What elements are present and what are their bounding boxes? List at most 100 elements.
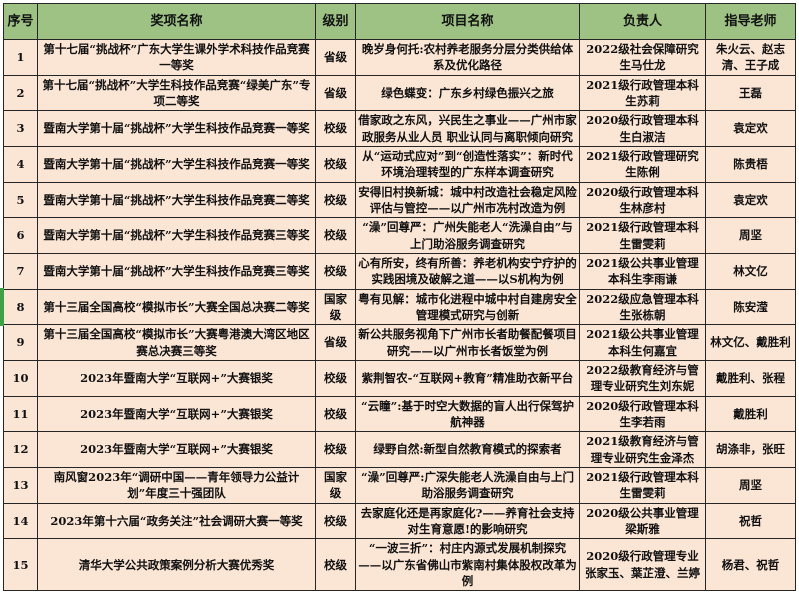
cell-leader[interactable]: 2020级公共事业管理梁斯雅 xyxy=(579,502,706,540)
cell-index[interactable]: 14 xyxy=(3,502,38,540)
col-header-advisor[interactable]: 指导老师 xyxy=(705,3,796,40)
cell-index[interactable]: 8 xyxy=(3,288,38,326)
cell-index[interactable]: 1 xyxy=(3,39,38,76)
cell-level[interactable]: 国家级 xyxy=(315,288,356,326)
cell-project[interactable]: “云瞳”:基于时空大数据的盲人出行保驾护航神器 xyxy=(355,395,580,433)
cell-leader[interactable]: 2020级行政管理本科生李若雨 xyxy=(579,395,706,433)
cell-level[interactable]: 校级 xyxy=(315,359,356,397)
cell-index[interactable]: 6 xyxy=(3,217,38,254)
cell-leader[interactable]: 2021级行政管理本科生苏莉 xyxy=(579,74,706,112)
cell-advisor[interactable]: 林文亿 xyxy=(705,252,796,290)
cell-level[interactable]: 校级 xyxy=(315,252,356,290)
cell-advisor[interactable]: 周坚 xyxy=(705,466,796,504)
cell-index[interactable]: 3 xyxy=(3,110,38,147)
cell-advisor[interactable]: 林文亿、戴胜利 xyxy=(705,324,796,361)
table-row: 5 暨南大学第十届“挑战杯”大学生科技作品竞赛二等奖 校级 安得旧村换新城：城中… xyxy=(3,181,796,219)
cell-advisor[interactable]: 王磊 xyxy=(705,74,796,112)
cell-award[interactable]: 2023年暨南大学“互联网+”大赛银奖 xyxy=(37,395,316,433)
col-header-index[interactable]: 序号 xyxy=(3,3,38,40)
cell-advisor[interactable]: 陈安滢 xyxy=(705,288,796,326)
cell-advisor[interactable]: 杨君、祝哲 xyxy=(705,538,796,592)
cell-project[interactable]: “澡”回尊严：广州失能老人“洗澡自由”与上门助浴服务调查研究 xyxy=(355,217,580,254)
col-header-level[interactable]: 级别 xyxy=(315,3,356,40)
cell-leader[interactable]: 2021级教育经济与管理专业研究生金泽杰 xyxy=(579,431,706,468)
cell-index[interactable]: 4 xyxy=(3,145,38,183)
cell-advisor[interactable]: 戴胜利 xyxy=(705,395,796,433)
cell-leader[interactable]: 2022级应急管理本科生张栋朝 xyxy=(579,288,706,326)
cell-award[interactable]: 第十三届全国高校“模拟市长”大赛粤港澳大湾区地区赛总决赛三等奖 xyxy=(37,324,316,361)
cell-project[interactable]: “一波三折”：村庄内源式发展机制探究——以广东省佛山市紫南村集体股权改革为例 xyxy=(355,538,580,592)
selection-indicator xyxy=(0,288,4,326)
cell-level[interactable]: 校级 xyxy=(315,217,356,254)
col-header-project[interactable]: 项目名称 xyxy=(355,3,580,40)
cell-project[interactable]: “澡”回尊严:广深失能老人洗澡自由与上门助浴服务调查研究 xyxy=(355,466,580,504)
cell-level[interactable]: 校级 xyxy=(315,181,356,219)
cell-advisor[interactable]: 袁定欢 xyxy=(705,110,796,147)
cell-leader[interactable]: 2020级行政管理本科生林彦村 xyxy=(579,181,706,219)
cell-index[interactable]: 12 xyxy=(3,431,38,468)
cell-award[interactable]: 暨南大学第十届“挑战杯”大学生科技作品竞赛一等奖 xyxy=(37,145,316,183)
cell-award[interactable]: 暨南大学第十届“挑战杯”大学生科技作品竞赛三等奖 xyxy=(37,252,316,290)
cell-level[interactable]: 校级 xyxy=(315,431,356,468)
cell-award[interactable]: 2023年暨南大学“互联网+”大赛银奖 xyxy=(37,359,316,397)
cell-advisor[interactable]: 周坚 xyxy=(705,217,796,254)
cell-advisor[interactable]: 胡涤非，张旺 xyxy=(705,431,796,468)
cell-award[interactable]: 暨南大学第十届“挑战杯”大学生科技作品竞赛一等奖 xyxy=(37,110,316,147)
cell-level[interactable]: 校级 xyxy=(315,145,356,183)
cell-index[interactable]: 9 xyxy=(3,324,38,361)
cell-level[interactable]: 校级 xyxy=(315,110,356,147)
cell-project[interactable]: 新公共服务视角下广州市长者助餐配餐项目研究——以广州市长者饭堂为例 xyxy=(355,324,580,361)
cell-award[interactable]: 暨南大学第十届“挑战杯”大学生科技作品竞赛三等奖 xyxy=(37,217,316,254)
cell-award[interactable]: 第十七届“挑战杯”广东大学生课外学术科技作品竞赛一等奖 xyxy=(37,39,316,76)
cell-level[interactable]: 校级 xyxy=(315,502,356,540)
cell-project[interactable]: 晚岁身何托:农村养老服务分层分类供给体系及优化路径 xyxy=(355,39,580,76)
cell-project[interactable]: 从“运动式应对”到“创造性落实”：新时代环境治理转型的广东样本调查研究 xyxy=(355,145,580,183)
cell-project[interactable]: 粤有见解：城市化进程中城中村自建房安全管理模式研究与创新 xyxy=(355,288,580,326)
cell-leader[interactable]: 2020级行政管理本科生白淑洁 xyxy=(579,110,706,147)
cell-award[interactable]: 第十三届全国高校“模拟市长”大赛全国总决赛二等奖 xyxy=(37,288,316,326)
cell-project[interactable]: 去家庭化还是再家庭化?——养育社会支持对生育意愿!的影响研究 xyxy=(355,502,580,540)
cell-leader[interactable]: 2021级公共事业管理本科生李雨谦 xyxy=(579,252,706,290)
cell-advisor[interactable]: 朱火云、赵志清、王子成 xyxy=(705,39,796,76)
cell-level[interactable]: 校级 xyxy=(315,538,356,592)
cell-level[interactable]: 校级 xyxy=(315,395,356,433)
cell-advisor[interactable]: 祝哲 xyxy=(705,502,796,540)
cell-project[interactable]: 紫荆智农-“互联网+教育”精准助衣新平台 xyxy=(355,359,580,397)
cell-advisor[interactable]: 戴胜利、张程 xyxy=(705,359,796,397)
cell-level[interactable]: 省级 xyxy=(315,39,356,76)
cell-project[interactable]: 借家政之东风，兴民生之事业——广州市家政服务从业人员 职业认同与离职倾向研究 xyxy=(355,110,580,147)
cell-project[interactable]: 心有所安，终有所善：养老机构安宁疗护的实践困境及破解之道——以S机构为例 xyxy=(355,252,580,290)
cell-award[interactable]: 清华大学公共政策案例分析大赛优秀奖 xyxy=(37,538,316,592)
cell-leader[interactable]: 2022级教育经济与管理专业研究生刘东妮 xyxy=(579,359,706,397)
cell-award[interactable]: 暨南大学第十届“挑战杯”大学生科技作品竞赛二等奖 xyxy=(37,181,316,219)
cell-index[interactable]: 5 xyxy=(3,181,38,219)
cell-award[interactable]: 第十七届“挑战杯”大学生科技作品竞赛“绿美广东”专项二等奖 xyxy=(37,74,316,112)
cell-leader[interactable]: 2022级社会保障研究生马仕龙 xyxy=(579,39,706,76)
cell-leader[interactable]: 2021级公共事业管理本科生何嘉宜 xyxy=(579,324,706,361)
table-row: 11 2023年暨南大学“互联网+”大赛银奖 校级 “云瞳”:基于时空大数据的盲… xyxy=(3,395,796,433)
cell-index[interactable]: 7 xyxy=(3,252,38,290)
cell-project[interactable]: 绿野自然:新型自然教育模式的探索者 xyxy=(355,431,580,468)
cell-award[interactable]: 2023年第十六届“政务关注”社会调研大赛一等奖 xyxy=(37,502,316,540)
cell-project[interactable]: 绿色蝶变：广东乡村绿色振兴之旅 xyxy=(355,74,580,112)
cell-level[interactable]: 省级 xyxy=(315,74,356,112)
cell-index[interactable]: 10 xyxy=(3,359,38,397)
cell-award[interactable]: 2023年暨南大学“互联网+”大赛银奖 xyxy=(37,431,316,468)
cell-index[interactable]: 15 xyxy=(3,538,38,592)
cell-level[interactable]: 国家级 xyxy=(315,466,356,504)
cell-leader[interactable]: 2020级行政管理专业张家玉、葉芷澄、兰婷 xyxy=(579,538,706,592)
table-row: 9 第十三届全国高校“模拟市长”大赛粤港澳大湾区地区赛总决赛三等奖 省级 新公共… xyxy=(3,324,796,361)
col-header-award[interactable]: 奖项名称 xyxy=(37,3,316,40)
cell-index[interactable]: 2 xyxy=(3,74,38,112)
cell-advisor[interactable]: 陈贵梧 xyxy=(705,145,796,183)
cell-level[interactable]: 省级 xyxy=(315,324,356,361)
cell-award[interactable]: 南风窗2023年“调研中国——青年领导力公益计划”年度三十强团队 xyxy=(37,466,316,504)
cell-project[interactable]: 安得旧村换新城：城中村改造社会稳定风险评估与管控——以广州市冼村改造为例 xyxy=(355,181,580,219)
cell-index[interactable]: 11 xyxy=(3,395,38,433)
cell-leader[interactable]: 2021级行政管理本科生雷雯莉 xyxy=(579,466,706,504)
cell-leader[interactable]: 2021级行政管理本科生雷雯莉 xyxy=(579,217,706,254)
cell-leader[interactable]: 2021级行政管理研究生陈俐 xyxy=(579,145,706,183)
cell-index[interactable]: 13 xyxy=(3,466,38,504)
cell-advisor[interactable]: 袁定欢 xyxy=(705,181,796,219)
col-header-leader[interactable]: 负责人 xyxy=(579,3,706,40)
